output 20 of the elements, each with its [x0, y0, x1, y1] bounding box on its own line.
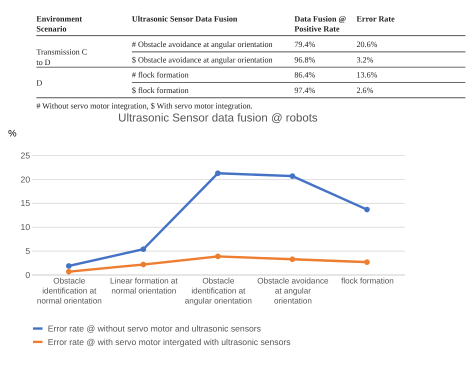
y-tick-label: 0	[25, 270, 30, 280]
y-tick-label: 5	[25, 246, 30, 256]
y-tick-label: 25	[20, 150, 30, 160]
legend-label: Error rate @ without servo motor and ultrasonic sensors	[48, 323, 261, 334]
point	[66, 263, 72, 269]
y-tick-label: 15	[20, 198, 30, 208]
point	[140, 246, 146, 252]
point	[215, 254, 221, 260]
y-axis-title: %	[8, 128, 18, 140]
y-tick-label: 20	[20, 174, 30, 184]
point	[215, 170, 221, 176]
chart-title: Ultrasonic Sensor data fusion @ robots	[118, 112, 318, 125]
point	[290, 256, 296, 262]
point	[290, 173, 296, 179]
point	[364, 206, 370, 212]
legend-label: Error rate @ with servo motor intergated with ultrasonic sensors	[48, 336, 291, 347]
point	[66, 268, 72, 274]
point	[364, 259, 370, 265]
y-tick-label: 10	[20, 222, 30, 232]
point	[140, 262, 146, 268]
